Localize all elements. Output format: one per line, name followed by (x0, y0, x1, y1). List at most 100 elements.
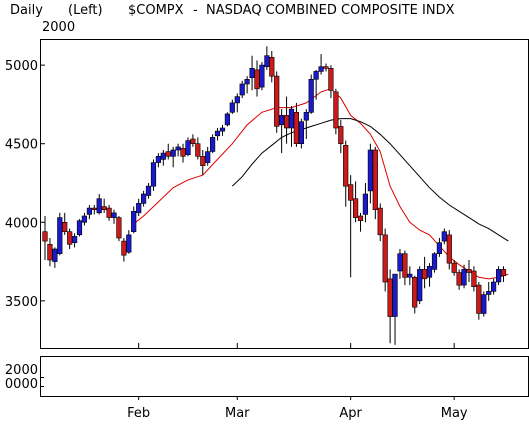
candle (219, 124, 226, 136)
y-axis-tick-label: 5000 (5, 59, 38, 74)
candle-body (101, 206, 107, 211)
candle-body (421, 269, 428, 280)
candle-body (210, 137, 216, 152)
candle (352, 181, 359, 223)
chart-scale-label: (Left) (68, 3, 103, 18)
candle-body (471, 270, 477, 287)
candle (136, 198, 142, 216)
candle-body (254, 69, 260, 90)
candle-body (141, 193, 147, 204)
candle-body (481, 294, 487, 314)
candle (150, 159, 157, 191)
volume-axis-label: 0000 (5, 377, 38, 392)
x-axis-month-label: Feb (127, 406, 150, 421)
candle-body (81, 215, 87, 223)
candle-body (426, 265, 433, 278)
candle-body (150, 162, 157, 187)
candle-body (318, 66, 324, 72)
candle (180, 143, 186, 163)
volume-axis-label: 2000 (5, 363, 38, 378)
candle (318, 54, 324, 75)
candle (471, 266, 477, 292)
candle (283, 96, 290, 144)
candle-body (323, 66, 329, 69)
candle (96, 194, 102, 215)
candle (372, 146, 378, 220)
candle (298, 118, 305, 149)
candle-body (446, 234, 452, 264)
candle-body (288, 108, 295, 129)
candle-body (456, 272, 462, 286)
candle (47, 238, 53, 267)
candle-body (352, 198, 359, 218)
candle (333, 88, 339, 135)
candle (362, 183, 369, 223)
candle-body (190, 138, 196, 144)
candle-body (298, 121, 305, 144)
candle (436, 238, 443, 257)
candle (210, 134, 216, 154)
candle (86, 205, 92, 220)
candle-body (160, 152, 166, 160)
candle-body (244, 79, 250, 85)
candle-body (76, 220, 83, 236)
candle-body (269, 56, 275, 77)
candle-body (436, 242, 443, 254)
candle (91, 205, 97, 215)
candle-body (131, 211, 137, 233)
candle (412, 275, 418, 314)
candle-body (86, 207, 92, 215)
candle (101, 198, 107, 213)
candle-body (343, 145, 349, 187)
candle-body (185, 140, 191, 156)
candle-body (387, 278, 393, 317)
candle-body (239, 83, 245, 96)
candle (441, 228, 447, 245)
candle-body (417, 269, 423, 302)
candle (214, 128, 221, 141)
candle (72, 233, 78, 248)
chart-title-separator: - (193, 3, 198, 18)
candle-body (57, 217, 63, 255)
candle (402, 250, 408, 286)
candle-body (367, 149, 374, 192)
candle (490, 278, 497, 295)
candle-body (377, 207, 383, 236)
candle-body (126, 234, 132, 253)
y-axis-tick-label: 4500 (5, 138, 38, 153)
candle (116, 216, 122, 242)
candle (476, 282, 482, 320)
candle (500, 266, 507, 282)
candle (392, 273, 398, 345)
candle (357, 212, 364, 232)
candle (254, 60, 260, 97)
y-axis-tick-label: 3500 (5, 295, 38, 310)
candle (145, 183, 152, 199)
candle (160, 150, 166, 166)
candle (170, 146, 176, 168)
candle-body (431, 253, 438, 270)
x-axis-month-label: Apr (339, 406, 362, 421)
candle (175, 143, 181, 157)
candle (126, 230, 132, 254)
candle (244, 76, 250, 94)
candle (76, 219, 83, 237)
candle-body (495, 269, 502, 283)
candle-body (111, 212, 117, 218)
chart-period-label: Daily (10, 3, 43, 18)
candle (481, 291, 487, 317)
candle-body (412, 276, 418, 308)
candle-body (274, 75, 280, 127)
candle-body (357, 215, 364, 221)
candle (229, 99, 235, 114)
candle (293, 102, 300, 147)
candle-body (52, 248, 58, 262)
candle-body (372, 149, 378, 211)
candle-body (328, 68, 334, 91)
candle-body (249, 68, 255, 79)
candle (264, 46, 270, 70)
candle (190, 134, 196, 147)
candle-body (96, 198, 102, 214)
candle (461, 264, 467, 289)
candle-body (264, 55, 270, 68)
